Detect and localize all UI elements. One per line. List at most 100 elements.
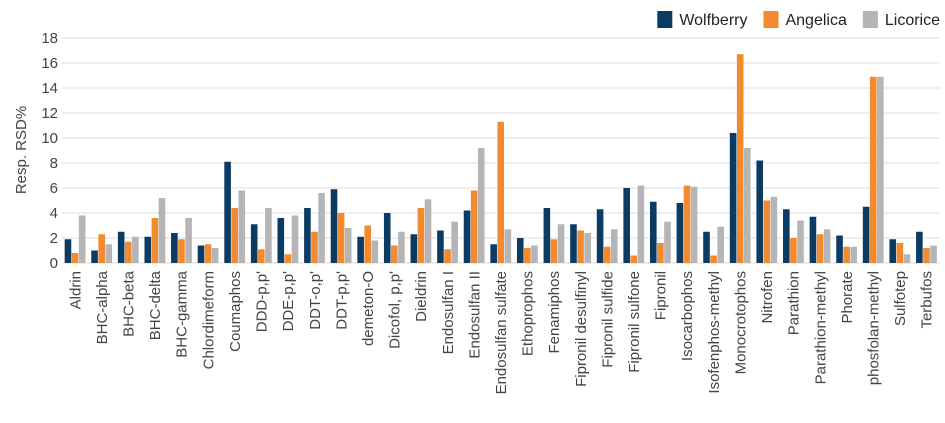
bar — [596, 209, 604, 263]
bar — [543, 208, 551, 263]
legend-swatch — [763, 11, 779, 28]
x-tick-label: Isofenphos-methyl — [706, 271, 723, 394]
bar — [357, 236, 364, 263]
bar — [703, 231, 710, 263]
bar — [398, 231, 405, 263]
bar — [364, 225, 372, 263]
x-tick-label: DDE-p,p' — [280, 271, 297, 332]
bar — [238, 190, 246, 263]
x-tick-label: Fipronil sulfone — [626, 271, 643, 373]
bar — [524, 248, 531, 263]
x-tick-label: Terbufos — [919, 271, 936, 329]
bar — [664, 221, 671, 263]
bar — [862, 206, 870, 263]
bar — [497, 121, 505, 263]
bar — [649, 201, 657, 263]
bar — [637, 185, 645, 263]
bar — [770, 196, 778, 263]
x-tick-label: Parathion — [786, 271, 803, 335]
x-tick-label: Fipronil sulfide — [599, 271, 616, 368]
bar — [224, 161, 231, 263]
x-tick-label: Endosulfan I — [440, 271, 457, 354]
bar — [284, 254, 292, 263]
bar — [250, 224, 258, 263]
bar — [124, 241, 132, 263]
bar — [603, 246, 611, 263]
x-tick-label: Fenamiphos — [546, 271, 563, 354]
bar — [504, 229, 512, 263]
x-tick-label: DDT-p,p' — [333, 271, 350, 330]
bar — [211, 248, 219, 263]
bar — [444, 249, 451, 263]
x-tick-label: Fipronil — [653, 271, 670, 320]
y-tick-label: 12 — [41, 105, 58, 122]
bar — [783, 209, 790, 263]
bar — [889, 239, 897, 263]
bar — [623, 188, 630, 263]
y-tick-label: 0 — [50, 255, 58, 272]
x-tick-label: BHC-alpha — [94, 270, 111, 344]
x-tick-label: Chlordimeform — [200, 271, 217, 369]
y-tick-label: 4 — [50, 205, 58, 222]
x-tick-label: Endosulfan sulfate — [493, 271, 510, 394]
x-tick-label: Isocarbophos — [679, 271, 696, 361]
bar — [257, 249, 265, 263]
bar — [265, 208, 272, 263]
bar — [410, 234, 418, 263]
legend-swatch — [862, 11, 878, 28]
y-tick-label: 18 — [41, 30, 58, 47]
bar — [318, 193, 325, 263]
bar — [197, 245, 205, 263]
bar — [311, 231, 318, 263]
bar — [790, 238, 797, 263]
bar — [923, 248, 930, 263]
x-tick-label: Phorate — [839, 271, 856, 324]
bar — [144, 236, 152, 263]
bar — [171, 233, 178, 263]
bar — [463, 210, 471, 263]
bar — [417, 208, 425, 263]
bar — [490, 244, 497, 263]
bar — [132, 236, 139, 263]
bar — [178, 239, 185, 263]
bar — [291, 215, 299, 263]
bar — [610, 229, 618, 263]
bar — [151, 218, 159, 263]
bar — [816, 234, 824, 263]
bar — [877, 76, 884, 263]
bar — [330, 189, 338, 263]
bar — [717, 226, 724, 263]
bar — [690, 186, 698, 263]
bar — [344, 228, 352, 263]
y-tick-label: 16 — [41, 55, 58, 72]
x-tick-label: Sulfotep — [892, 271, 909, 326]
x-tick-label: demeton-O — [360, 271, 377, 346]
x-tick-label: Monocrotophos — [732, 271, 749, 374]
x-tick-label: BHC-gamma — [174, 270, 191, 357]
bar — [71, 253, 79, 263]
y-tick-label: 10 — [41, 130, 58, 147]
bar — [424, 199, 432, 263]
x-tick-label: Dicofol, p,p' — [387, 271, 404, 349]
bar — [809, 216, 817, 263]
bar — [477, 148, 485, 263]
x-tick-label: DDD-p,p' — [254, 271, 271, 332]
bar — [850, 246, 858, 263]
x-tick-label: Parathion-methyl — [812, 271, 829, 384]
bar — [105, 244, 113, 263]
x-tick-label: Ethoprophos — [520, 271, 537, 356]
bar — [158, 198, 166, 263]
bar — [98, 234, 105, 263]
bar — [304, 208, 311, 263]
y-tick-label: 6 — [50, 180, 58, 197]
bar — [657, 243, 664, 263]
bar — [930, 245, 937, 263]
bar — [557, 224, 565, 263]
bar — [185, 218, 192, 263]
bar — [736, 54, 744, 263]
bar — [91, 250, 98, 263]
bar — [744, 148, 751, 263]
bar — [823, 229, 831, 263]
bar — [117, 231, 125, 263]
